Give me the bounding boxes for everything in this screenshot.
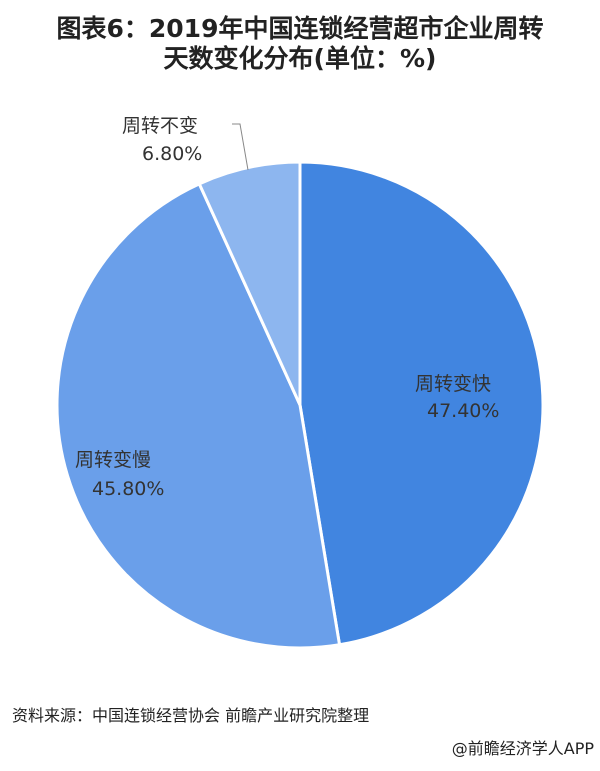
label-value-1: 45.80%: [92, 478, 164, 500]
label-value-2: 6.80%: [142, 143, 202, 165]
label-name-0: 周转变快: [415, 373, 491, 395]
pie-slice-2: [197, 160, 302, 406]
pie-slice-1: [55, 181, 342, 650]
credit: @前瞻经济学人APP: [451, 739, 594, 758]
source-note: 资料来源：中国连锁经营协会 前瞻产业研究院整理: [12, 706, 370, 725]
label-name-2: 周转不变: [122, 115, 198, 137]
title-line-1: 图表6：2019年中国连锁经营超市企业周转: [56, 14, 544, 43]
chart-title: 图表6：2019年中国连锁经营超市企业周转 天数变化分布(单位：%): [0, 14, 600, 74]
pie-slice-0: [298, 160, 545, 647]
label-name-1: 周转变慢: [75, 449, 151, 471]
label-value-0: 47.40%: [427, 400, 499, 422]
leader-line: [232, 123, 249, 171]
title-line-2: 天数变化分布(单位：%): [163, 44, 437, 73]
